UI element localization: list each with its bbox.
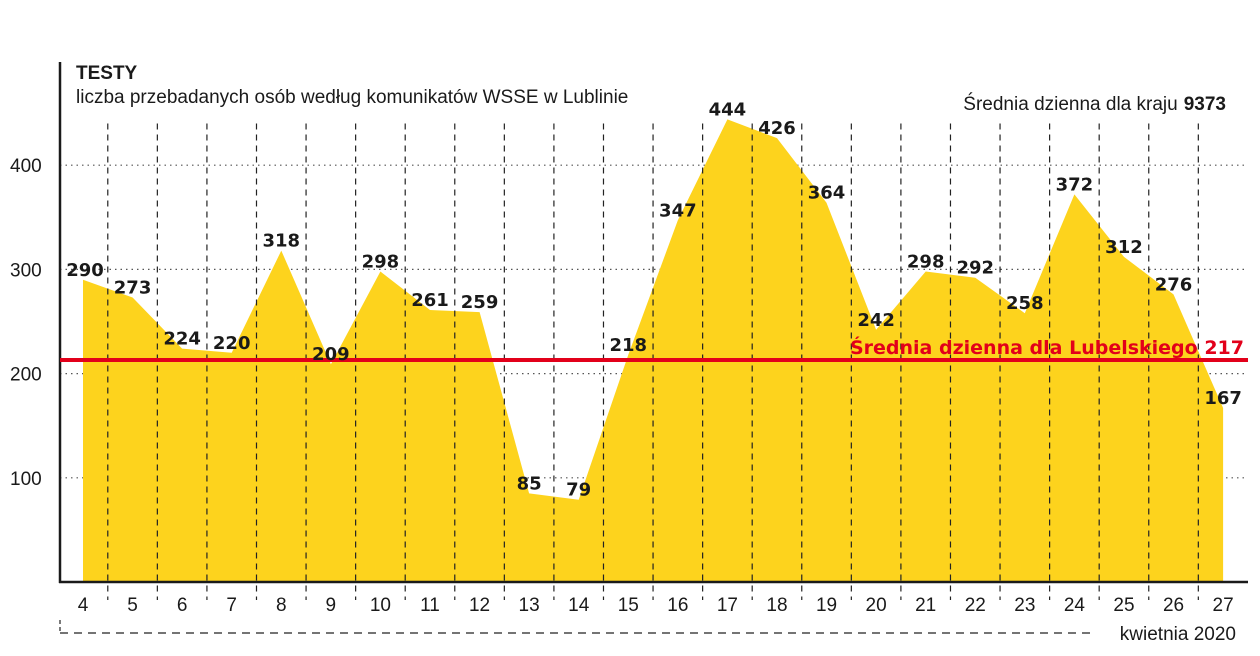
y-tick-labels: 100 200 300 400	[10, 156, 42, 490]
data-label-18: 426	[758, 118, 796, 139]
x-tick-24: 24	[1064, 595, 1086, 616]
x-tick-5: 5	[127, 595, 138, 616]
chart-subtitle: liczba przebadanych osób według komunika…	[76, 87, 628, 108]
y-tick-400: 400	[10, 156, 42, 177]
data-label-11: 261	[411, 290, 449, 311]
x-tick-23: 23	[1014, 595, 1035, 616]
x-tick-20: 20	[866, 595, 887, 616]
x-tick-12: 12	[469, 595, 490, 616]
data-label-24: 372	[1056, 174, 1094, 195]
y-tick-200: 200	[10, 365, 42, 386]
regional-average-label: Średnia dzienna dla Lubelskiego 217	[850, 335, 1244, 359]
chart-title: TESTY	[76, 63, 138, 84]
x-tick-27: 27	[1213, 595, 1234, 616]
data-label-9: 209	[312, 344, 350, 365]
x-tick-labels: 4 5 6 7 8 9 10 11 12 13 14 15 16 17 18 19 20 21 22 23 24 25 26…	[78, 595, 1234, 616]
data-label-22: 292	[956, 258, 994, 279]
data-label-7: 220	[213, 333, 251, 354]
x-tick-17: 17	[717, 595, 738, 616]
data-label-8: 318	[262, 231, 300, 252]
x-tick-4: 4	[78, 595, 89, 616]
x-tick-19: 19	[816, 595, 837, 616]
x-tick-13: 13	[519, 595, 540, 616]
national-average: Średnia dzienna dla kraju 9373	[963, 93, 1226, 115]
x-tick-14: 14	[568, 595, 590, 616]
data-label-4: 290	[66, 260, 104, 281]
data-label-20: 242	[857, 310, 895, 331]
x-tick-21: 21	[915, 595, 936, 616]
x-tick-16: 16	[667, 595, 688, 616]
x-tick-22: 22	[965, 595, 986, 616]
data-label-10: 298	[362, 251, 400, 272]
x-tick-26: 26	[1163, 595, 1184, 616]
x-tick-15: 15	[618, 595, 639, 616]
data-label-14: 79	[566, 480, 591, 501]
data-label-5: 273	[114, 278, 152, 299]
data-label-16: 347	[659, 200, 697, 221]
data-label-27: 167	[1204, 388, 1242, 409]
data-label-12: 259	[461, 292, 499, 313]
x-tick-6: 6	[177, 595, 188, 616]
data-label-17: 444	[709, 99, 747, 120]
x-tick-18: 18	[766, 595, 787, 616]
data-label-15: 218	[609, 335, 647, 356]
y-tick-300: 300	[10, 260, 42, 281]
national-average-label: Średnia dzienna dla kraju	[963, 93, 1177, 115]
data-label-6: 224	[163, 329, 201, 350]
x-tick-7: 7	[226, 595, 237, 616]
x-tick-9: 9	[326, 595, 337, 616]
national-average-value: 9373	[1184, 94, 1226, 115]
data-label-23: 258	[1006, 293, 1044, 314]
data-labels: 290 273 224 220 318 209 298 261 259 85 79 218 347 444…	[66, 99, 1242, 500]
y-tick-100: 100	[10, 469, 42, 490]
x-tick-25: 25	[1113, 595, 1134, 616]
data-label-21: 298	[907, 251, 945, 272]
data-label-13: 85	[517, 473, 542, 494]
data-label-19: 364	[808, 183, 846, 204]
x-tick-8: 8	[276, 595, 287, 616]
x-axis-label: kwietnia 2020	[1120, 624, 1236, 645]
day-dividers	[107, 123, 1199, 600]
area-series	[83, 119, 1224, 583]
x-tick-10: 10	[370, 595, 391, 616]
data-label-25: 312	[1105, 237, 1143, 258]
x-tick-11: 11	[420, 595, 440, 616]
data-label-26: 276	[1155, 274, 1193, 295]
